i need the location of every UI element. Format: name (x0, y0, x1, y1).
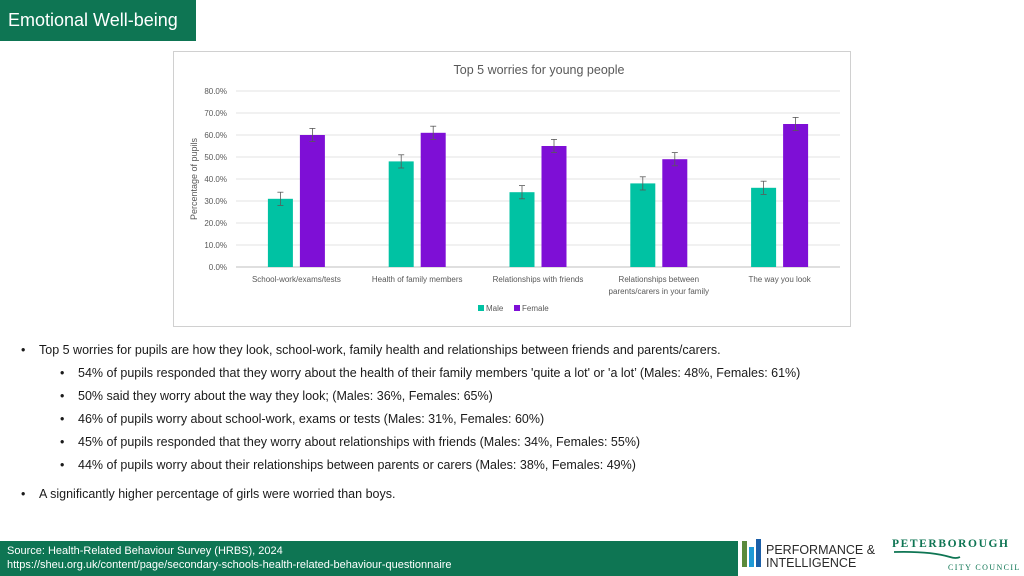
bullet-icon: • (21, 343, 26, 357)
y-tick-label: 30.0% (204, 197, 227, 206)
bar-male (630, 183, 656, 267)
bullet-text: 46% of pupils worry about school-work, e… (78, 412, 545, 426)
bar-male (267, 198, 293, 267)
bar-chart: Top 5 worries for young people 0.0% 10.0% 2… (189, 63, 840, 313)
source-footer: Source: Health-Related Behaviour Survey … (0, 541, 738, 576)
x-tick-label: The way you look (748, 275, 811, 284)
source-url[interactable]: https://sheu.org.uk/content/page/seconda… (7, 559, 452, 571)
y-tick-label: 80.0% (204, 87, 227, 96)
bullet-text: 50% said they worry about the way they l… (78, 389, 493, 403)
chart-title: Top 5 worries for young people (454, 63, 625, 77)
bullet-icon: • (60, 412, 65, 426)
pcc-logo-line2: CITY COUNCIL (948, 563, 1021, 572)
bar-female (541, 146, 567, 267)
bullet-text: 54% of pupils responded that they worry … (78, 366, 801, 380)
y-tick-label: 60.0% (204, 131, 227, 140)
bar-female (299, 135, 325, 267)
bullet-text: 44% of pupils worry about their relation… (78, 458, 636, 472)
y-tick-label: 20.0% (204, 219, 227, 228)
bullet-text: 45% of pupils responded that they worry … (78, 435, 641, 449)
sub-bullet-item: • 50% said they worry about the way they… (60, 389, 493, 403)
x-tick-label: parents/carers in your family (609, 287, 709, 296)
bar-female (783, 124, 809, 267)
y-tick-label: 50.0% (204, 153, 227, 162)
x-tick-label: Relationships between (619, 275, 700, 284)
legend-swatch-male (478, 305, 484, 311)
bar-male (388, 161, 414, 267)
legend-label-female: Female (522, 304, 549, 313)
pcc-logo-line1: PETERBOROUGH (892, 538, 1010, 550)
x-tick-label: School-work/exams/tests (252, 275, 341, 284)
pi-logo-line2: INTELLIGENCE (766, 556, 856, 570)
sub-bullet-item: • 45% of pupils responded that they worr… (60, 435, 641, 449)
legend-swatch-female (514, 305, 520, 311)
x-tick-label: Relationships with friends (493, 275, 584, 284)
bullet-icon: • (60, 458, 65, 472)
sub-bullet-item: • 46% of pupils worry about school-work,… (60, 412, 545, 426)
bullet-text: A significantly higher percentage of gir… (39, 487, 396, 501)
bullet-text: Top 5 worries for pupils are how they lo… (39, 343, 721, 357)
pi-logo-line1: PERFORMANCE & (766, 543, 876, 557)
bullet-icon: • (60, 366, 65, 380)
performance-intelligence-logo: PERFORMANCE & INTELLIGENCE (742, 539, 876, 570)
sub-bullet-item: • 44% of pupils worry about their relati… (60, 458, 636, 472)
bar-male (509, 192, 535, 267)
y-tick-label: 0.0% (209, 263, 227, 272)
source-text: Source: Health-Related Behaviour Survey … (7, 545, 283, 557)
bar-female (420, 132, 446, 267)
bar-male (751, 187, 777, 267)
bullet-icon: • (21, 487, 26, 501)
y-tick-label: 70.0% (204, 109, 227, 118)
x-tick-label: Health of family members (372, 275, 463, 284)
chart-container: Top 5 worries for young people 0.0% 10.0% 2… (173, 51, 851, 327)
sub-bullet-item: • 54% of pupils responded that they worr… (60, 366, 801, 380)
legend-label-male: Male (486, 304, 504, 313)
bullet-icon: • (60, 435, 65, 449)
peterborough-city-council-logo: PETERBOROUGH CITY COUNCIL (892, 538, 1021, 572)
page-title: Emotional Well-being (0, 0, 196, 41)
bar-female (662, 159, 688, 267)
bullet-item: • A significantly higher percentage of g… (21, 487, 396, 501)
y-tick-label: 10.0% (204, 241, 227, 250)
bullet-item: • Top 5 worries for pupils are how they … (21, 343, 721, 357)
y-axis-label: Percentage of pupils (189, 137, 199, 220)
bullet-icon: • (60, 389, 65, 403)
y-tick-label: 40.0% (204, 175, 227, 184)
